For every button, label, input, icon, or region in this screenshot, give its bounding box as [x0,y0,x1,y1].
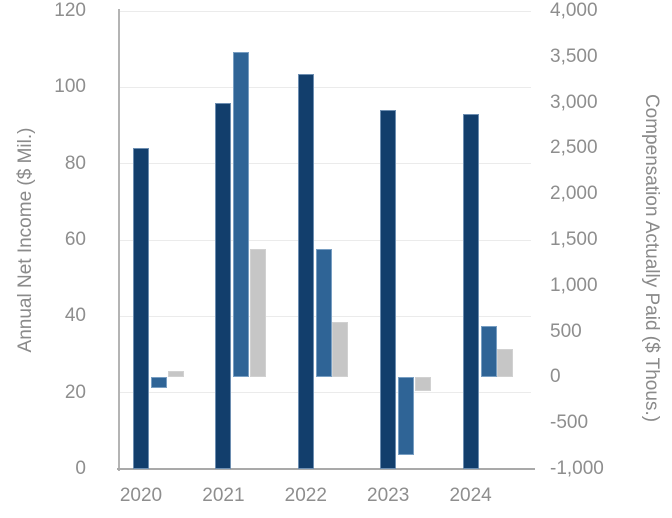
left-axis-tick-0: 0 [75,458,86,479]
x-axis-label-2024: 2024 [449,485,492,506]
x-axis-label-2022: 2022 [284,485,327,506]
right-axis-tick-2,500: 2,500 [550,137,598,159]
right-axis-title: Compensation Actually Paid ($ Thous.) [641,93,662,423]
right-axis-tick-3,000: 3,000 [550,91,598,113]
left-axis-line [118,9,120,471]
left-axis-tick-40: 40 [64,305,86,327]
bar-compensation-actually-paid-blue-2022 [315,249,332,378]
right-axis-tick-500: 500 [550,320,582,342]
x-axis-line [117,468,535,470]
bar-annual-net-income-2020 [133,148,149,469]
gridline-80 [119,163,531,165]
bar-annual-net-income-2023 [380,110,397,469]
bar-compensation-actually-paid-blue-2023 [398,377,415,456]
bar-annual-net-income-2022 [297,73,314,469]
gridline-100 [119,86,531,88]
bar-annual-net-income-2021 [215,102,232,469]
right-axis-tick-1,000: 1,000 [550,274,598,296]
right-axis-tick-2,000: 2,000 [550,183,598,205]
right-axis-tick--1,000: -1,000 [550,458,604,479]
gridline-120 [119,10,531,12]
left-axis-tick-20: 20 [64,381,86,403]
bar-compensation-actually-paid-gray-2021 [249,249,266,378]
bar-compensation-actually-paid-gray-2022 [332,322,349,378]
bar-compensation-actually-paid-gray-2023 [414,377,431,392]
gridline-20 [119,392,531,394]
bar-compensation-actually-paid-gray-2024 [497,349,514,378]
bar-compensation-actually-paid-blue-2021 [233,52,250,378]
left-axis-tick-60: 60 [64,229,86,250]
gridline-60 [119,239,531,241]
bar-compensation-actually-paid-blue-2020 [151,377,167,389]
bar-annual-net-income-2024 [462,114,479,469]
x-axis-label-2020: 2020 [119,485,163,506]
left-axis-tick-80: 80 [64,152,86,174]
right-axis-tick-4,000: 4,000 [550,0,598,21]
bar-compensation-actually-paid-gray-2020 [167,370,184,378]
x-axis-label-2021: 2021 [202,485,245,506]
right-axis-tick-1,500: 1,500 [550,229,598,250]
right-axis-tick--500: -500 [550,412,589,434]
bar-compensation-actually-paid-blue-2024 [480,326,497,378]
left-axis-tick-120: 120 [54,0,86,21]
right-axis-tick-0: 0 [550,366,561,388]
right-axis-tick-3,500: 3,500 [550,45,598,67]
x-axis-label-2023: 2023 [367,485,410,506]
left-axis-tick-100: 100 [54,76,86,98]
